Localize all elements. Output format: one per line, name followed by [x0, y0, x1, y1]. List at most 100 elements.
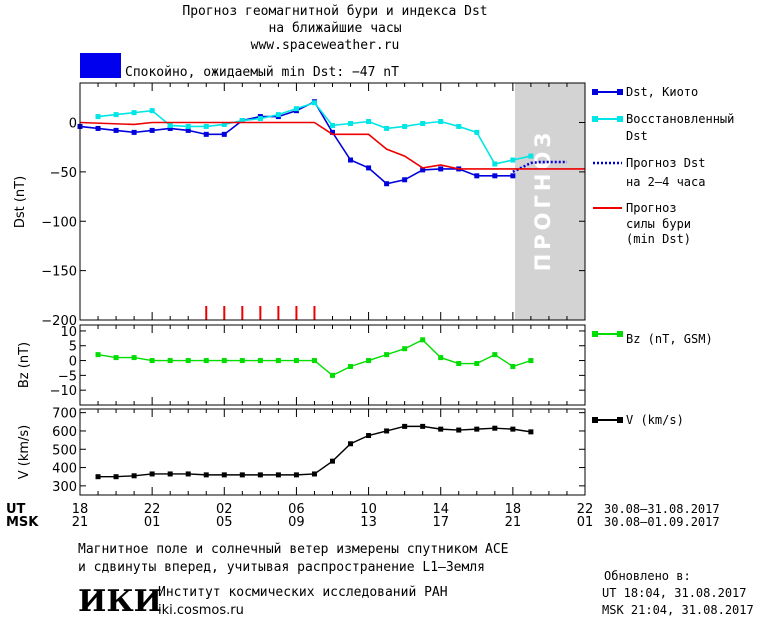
dst-series-point-1 — [275, 112, 281, 118]
dst-series-point-1 — [257, 116, 263, 122]
msk-label: MSK — [6, 515, 39, 530]
dst-axes-frame — [79, 82, 586, 321]
v-point — [239, 472, 245, 478]
dst-series-point-1 — [366, 119, 372, 125]
bz-series-line — [97, 338, 532, 377]
dst-series-point-1 — [131, 110, 137, 116]
x-tick-label-ut: 06 — [288, 502, 305, 517]
bz-ytick-label: −10 — [50, 384, 77, 399]
v-point — [348, 441, 354, 447]
v-point — [384, 428, 390, 434]
dst-ytick-label: −50 — [50, 166, 77, 181]
dst-series-point-1 — [239, 118, 245, 124]
dst-series-point-1 — [167, 122, 173, 128]
dst-ytick-label: −200 — [41, 314, 77, 329]
dst-series-point-1 — [311, 100, 317, 106]
dst-series-point-1 — [293, 106, 299, 112]
bz-point — [293, 358, 299, 364]
ut-label: UT — [6, 502, 26, 517]
legend-dst-kyoto: Dst, Киото — [592, 85, 698, 99]
status-color-box — [80, 53, 121, 78]
v-point — [221, 472, 227, 478]
dst-series-point-1 — [384, 125, 390, 131]
dst-series-point-0 — [384, 181, 390, 187]
dst-series-point-1 — [221, 121, 227, 127]
x-tick-label-ut: 18 — [72, 502, 89, 517]
dst-ylabel: Dst (nT) — [13, 176, 28, 228]
dst-ytick-label: −100 — [41, 215, 77, 230]
bz-point — [474, 361, 480, 367]
dst-series-point-0 — [95, 125, 101, 131]
chart-subtitle: на ближайшие часы — [268, 21, 401, 36]
bz-ytick-label: 0 — [69, 355, 77, 370]
v-point — [420, 423, 426, 429]
dst-series-point-0 — [330, 129, 335, 135]
bz-point — [330, 372, 335, 378]
legend-forecast-2-4: Прогноз Dst на 2–4 часа — [593, 156, 705, 189]
forecast-zone — [515, 83, 585, 320]
updated-ut: UT 18:04, 31.08.2017 — [602, 586, 747, 600]
legend-bz: Bz (nT, GSM) — [592, 331, 713, 346]
site-url[interactable]: www.spaceweather.ru — [251, 38, 400, 53]
v-point — [474, 426, 480, 432]
bz-ylabel: Bz (nT) — [17, 342, 32, 388]
v-ytick-label: 500 — [52, 443, 77, 458]
legend-forecast-label-2: на 2–4 часа — [626, 175, 705, 189]
institute-name: Институт космических исследований РАН — [158, 585, 448, 600]
bz-point — [95, 352, 101, 358]
dst-series-point-0 — [149, 127, 155, 133]
dst-series-point-0 — [131, 129, 137, 135]
dst-series-point-0 — [510, 173, 516, 179]
x-tick-label-ut: 14 — [432, 502, 449, 517]
bz-point — [348, 363, 354, 369]
bz-ytick-label: −5 — [58, 369, 77, 384]
v-point — [293, 472, 299, 478]
x-tick-label-msk: 01 — [577, 515, 594, 530]
dst-series-line-3 — [79, 121, 585, 170]
x-tick-label-msk: 05 — [216, 515, 233, 530]
v-point — [131, 473, 137, 479]
v-point — [113, 474, 119, 480]
dst-series-point-1 — [348, 120, 354, 126]
v-ytick-label: 600 — [52, 425, 77, 440]
dst-series-point-0 — [366, 165, 372, 171]
dst-series-point-1 — [474, 129, 480, 135]
institute-url[interactable]: iki.cosmos.ru — [158, 603, 244, 618]
legend-storm-label-3: (min Dst) — [626, 232, 691, 246]
dst-series-point-1 — [203, 123, 209, 129]
bz-axes-frame — [79, 324, 586, 406]
ut-date-range: 30.08–31.08.2017 — [604, 502, 720, 516]
bz-point — [492, 352, 498, 358]
v-point — [456, 427, 462, 433]
bz-point — [257, 358, 263, 364]
v-point — [95, 474, 101, 480]
dst-series-point-0 — [420, 167, 426, 173]
dst-series-point-0 — [203, 131, 209, 137]
v-panel: 700 600 500 400 300 V (km/s) — [17, 407, 586, 496]
v-ylabel: V (km/s) — [17, 425, 32, 480]
status-text: Спокойно, ожидаемый min Dst: −47 nT — [125, 65, 399, 80]
v-plot-area: 700 600 500 400 300 — [52, 407, 586, 495]
dst-series-point-1 — [185, 123, 191, 129]
x-tick-label-msk: 21 — [505, 515, 522, 530]
v-point — [510, 426, 516, 432]
iki-logo: ИКИ — [78, 584, 162, 619]
v-point — [167, 471, 173, 477]
footer-note-2: и сдвинуты вперед, учитывая распростране… — [78, 560, 485, 575]
bz-point — [384, 352, 390, 358]
x-tick-label-ut: 10 — [360, 502, 377, 517]
dst-series-point-0 — [474, 173, 480, 179]
bz-point — [528, 358, 534, 364]
bz-point — [149, 358, 155, 364]
v-point — [402, 423, 408, 429]
bz-point — [131, 355, 137, 361]
bz-point — [438, 355, 444, 361]
x-tick-label-msk: 17 — [432, 515, 449, 530]
x-tick-label-msk: 13 — [360, 515, 377, 530]
dst-ytick-label: −150 — [41, 265, 77, 280]
v-point — [366, 433, 372, 439]
dst-series-point-0 — [185, 127, 191, 133]
dst-series-point-1 — [492, 161, 498, 167]
